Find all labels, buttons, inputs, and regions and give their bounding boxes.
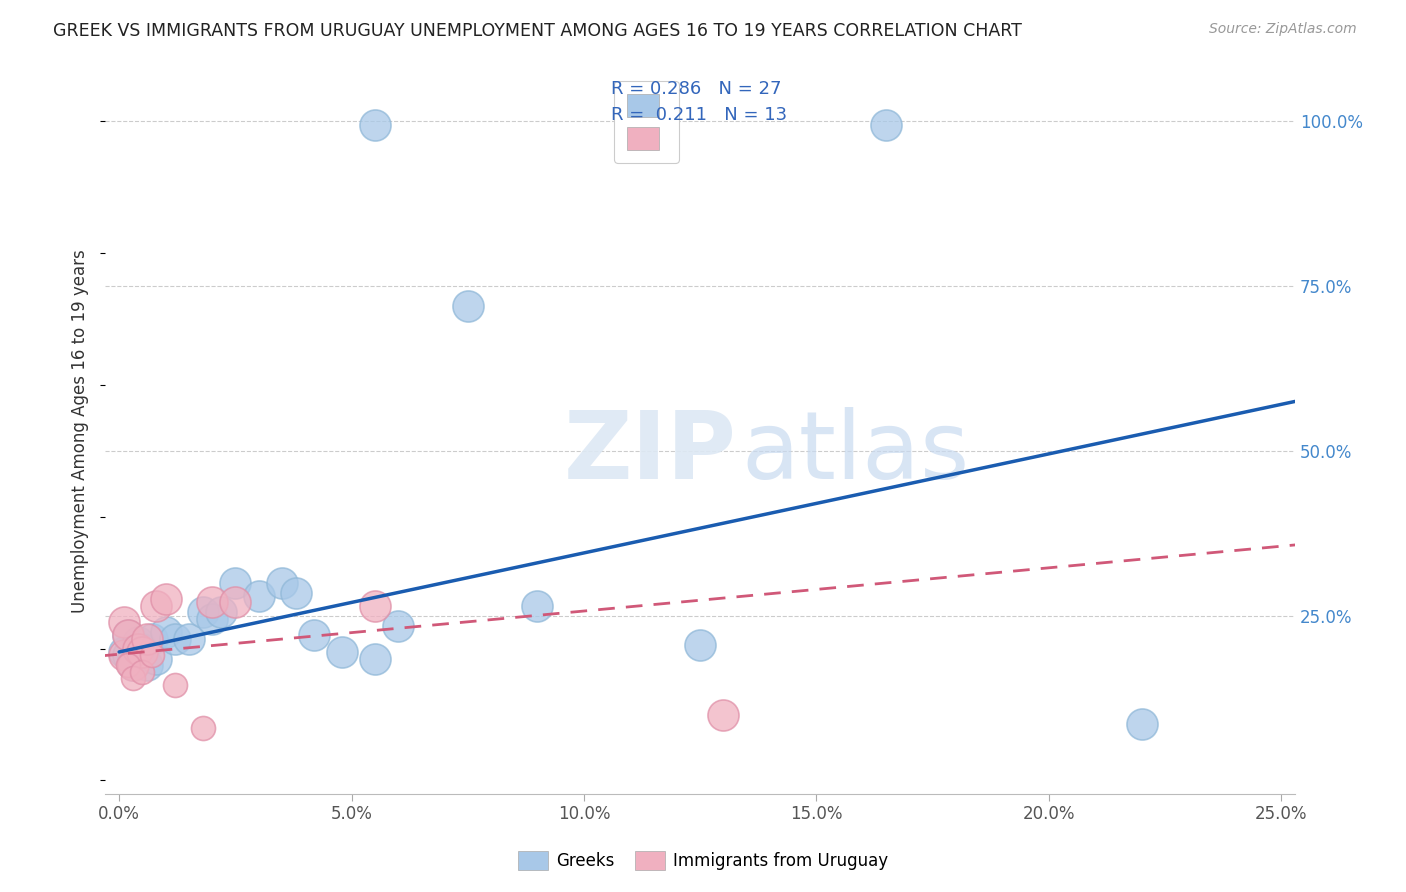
Point (364, 599, 387, 613)
Point (191, 606, 214, 620)
Point (247, 589, 270, 603)
Point (875, 118, 897, 132)
Point (304, 628, 326, 642)
Point (270, 575, 292, 590)
Point (117, 628, 139, 642)
Point (141, 648, 163, 663)
Point (145, 651, 167, 665)
Point (526, 599, 548, 613)
Point (224, 595, 246, 609)
Text: R =  0.211   N = 13: R = 0.211 N = 13 (610, 105, 787, 123)
Point (117, 658, 139, 673)
Point (131, 641, 153, 656)
Point (122, 651, 145, 665)
Point (209, 606, 232, 620)
Legend: , : , (614, 81, 679, 162)
Text: ZIP: ZIP (564, 407, 737, 499)
Point (201, 595, 224, 609)
Point (136, 658, 159, 673)
Text: Source: ZipAtlas.com: Source: ZipAtlas.com (1209, 22, 1357, 37)
Point (117, 628, 139, 642)
Point (131, 645, 153, 659)
Point (122, 658, 145, 673)
Point (122, 671, 145, 685)
Point (122, 658, 145, 673)
Point (163, 632, 186, 646)
Point (112, 648, 135, 663)
Point (457, 299, 479, 313)
Point (191, 721, 214, 735)
Point (364, 118, 387, 132)
Point (284, 585, 307, 599)
Point (177, 632, 200, 646)
Point (163, 678, 186, 692)
Text: atlas: atlas (742, 407, 970, 499)
Point (330, 645, 353, 659)
Point (127, 641, 149, 656)
Point (131, 665, 153, 679)
Point (387, 618, 409, 632)
Point (711, 707, 734, 722)
Point (155, 592, 177, 607)
Point (117, 648, 139, 663)
Text: GREEK VS IMMIGRANTS FROM URUGUAY UNEMPLOYMENT AMONG AGES 16 TO 19 YEARS CORRELAT: GREEK VS IMMIGRANTS FROM URUGUAY UNEMPLO… (53, 22, 1022, 40)
Legend: Greeks, Immigrants from Uruguay: Greeks, Immigrants from Uruguay (512, 844, 894, 877)
Point (112, 645, 135, 659)
Text: R = 0.286   N = 27: R = 0.286 N = 27 (610, 80, 782, 98)
Y-axis label: Unemployment Among Ages 16 to 19 years: Unemployment Among Ages 16 to 19 years (72, 249, 89, 613)
Point (689, 638, 711, 652)
Point (364, 651, 387, 665)
Point (155, 625, 177, 640)
Point (1130, 717, 1153, 731)
Point (136, 632, 159, 646)
Point (224, 575, 246, 590)
Point (127, 635, 149, 649)
Point (201, 612, 224, 626)
Point (145, 599, 167, 613)
Point (112, 615, 135, 630)
Point (141, 632, 163, 646)
